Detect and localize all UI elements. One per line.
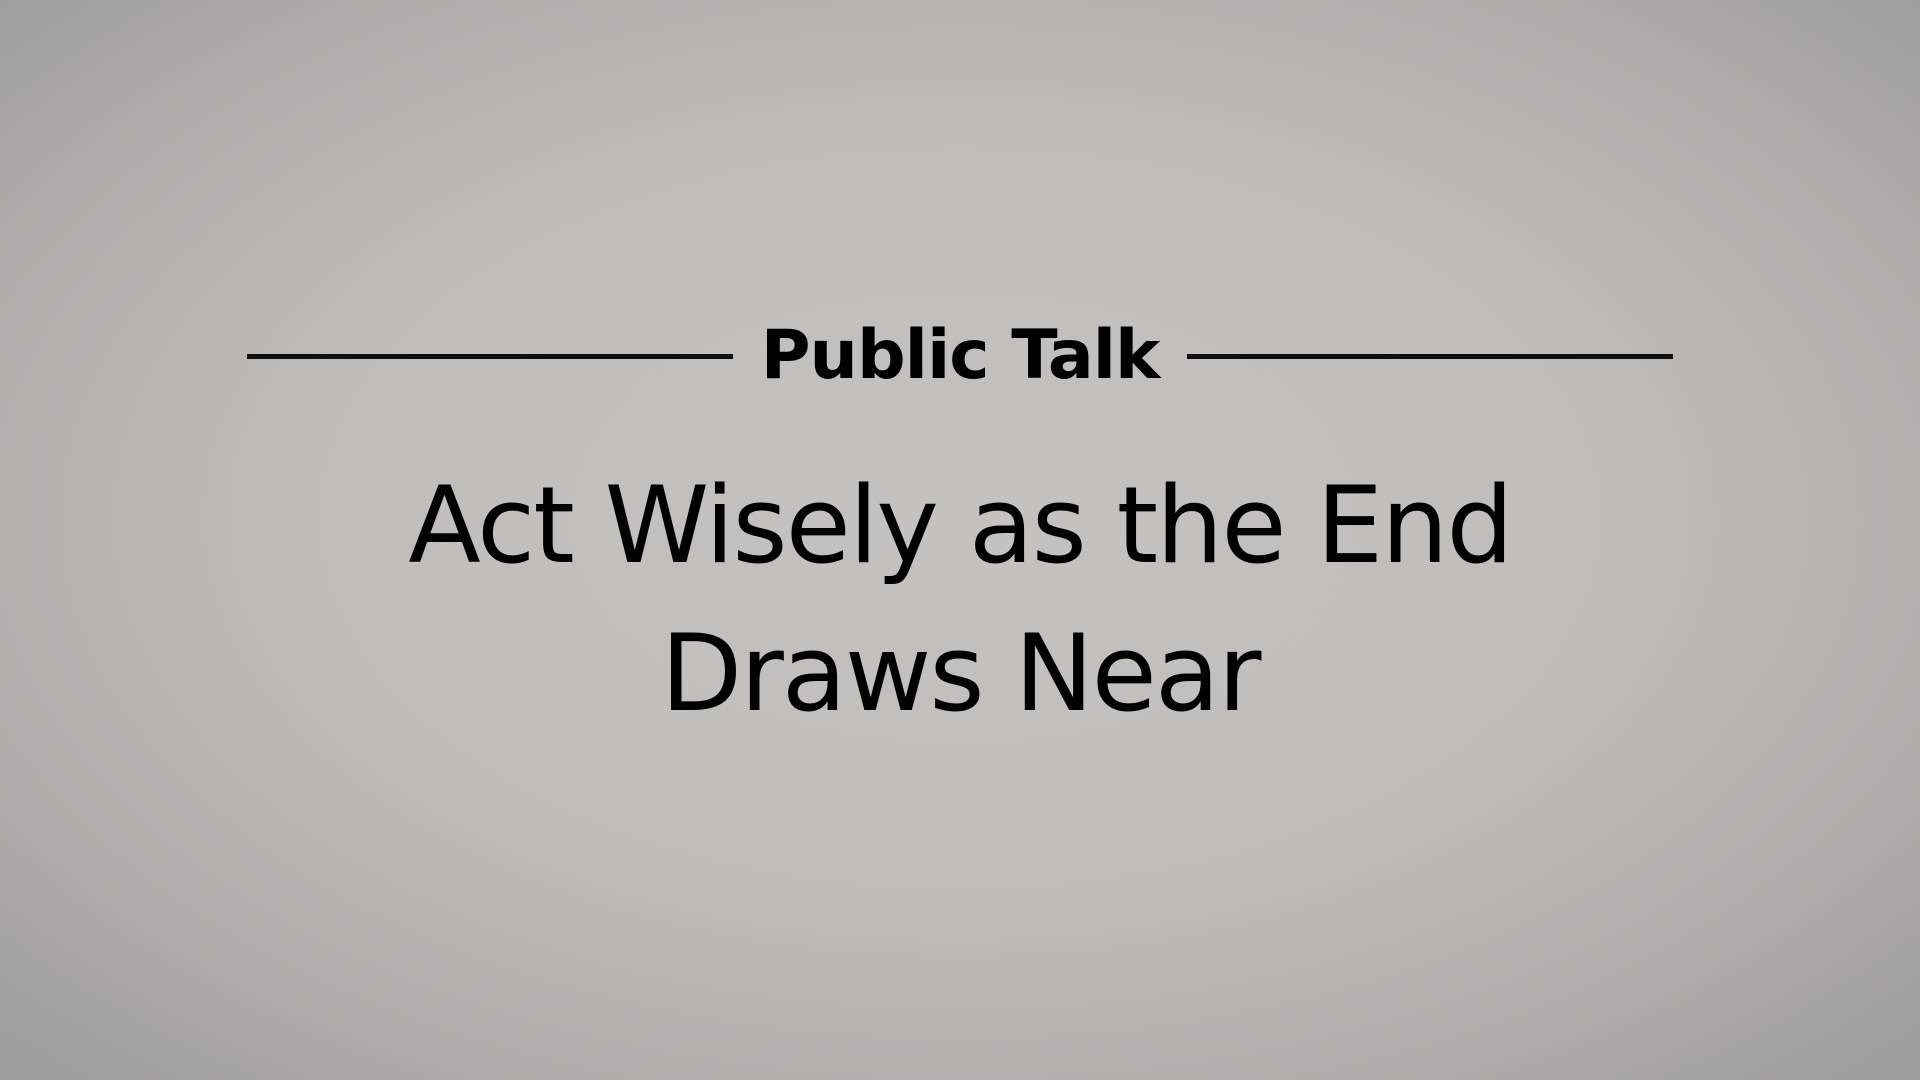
label-row: Public Talk <box>247 318 1673 394</box>
talk-title: Act Wisely as the End Draws Near <box>160 452 1760 748</box>
title-line-2: Draws Near <box>660 612 1262 735</box>
title-line-1: Act Wisely as the End <box>408 464 1513 587</box>
left-rule <box>247 353 733 359</box>
right-rule <box>1187 353 1673 359</box>
talk-label: Public Talk <box>760 316 1161 395</box>
